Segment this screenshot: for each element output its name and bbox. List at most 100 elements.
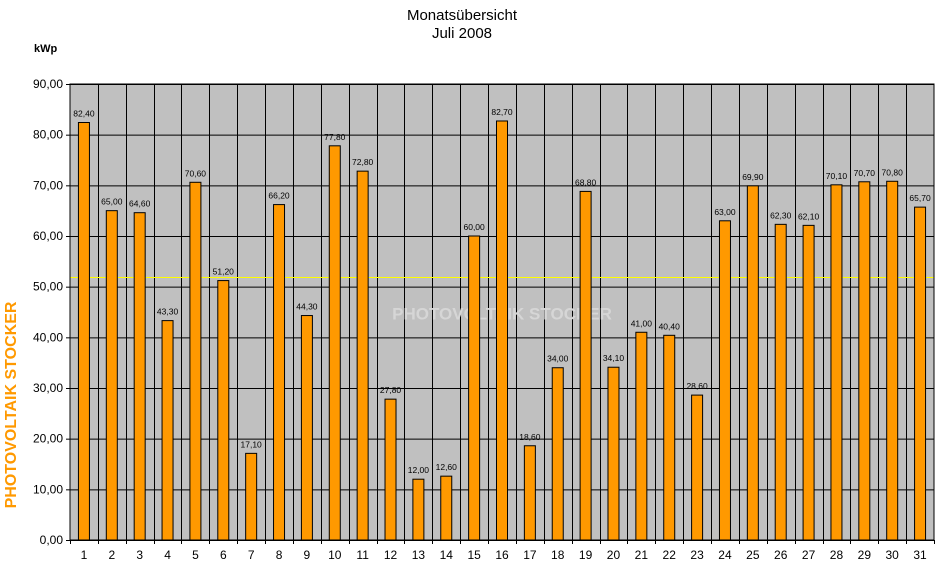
x-tick-label: 25 [746,548,760,562]
bar-day-19 [579,190,592,541]
data-label-day-22: 40,40 [659,321,681,331]
chart-title: Monatsübersicht [407,7,518,24]
x-tick-label: 29 [858,548,872,562]
plot-border [69,83,935,541]
bar-day-8 [273,204,286,541]
bar-day-31 [914,206,927,541]
data-label-day-14: 12,60 [436,462,458,472]
y-tick-label: 30,00 [33,381,63,395]
x-tick-label: 12 [384,548,398,562]
x-tick-label: 30 [886,548,900,562]
x-tick-label: 18 [551,548,565,562]
x-tick-label: 31 [913,548,927,562]
x-tick-label: 14 [440,548,454,562]
x-tick-label: 1 [81,548,88,562]
data-label-day-9: 44,30 [296,302,318,312]
data-label-day-17: 18,60 [519,432,541,442]
data-label-day-16: 82,70 [491,107,513,117]
data-label-day-10: 77,80 [324,132,346,142]
y-tick-label: 60,00 [33,229,63,243]
y-axis-unit: kWp [34,43,58,55]
bar-day-6 [217,280,230,541]
data-label-day-25: 69,90 [742,172,764,182]
data-label-day-11: 72,80 [352,157,374,167]
x-tick-label: 16 [495,548,509,562]
bar-day-2 [105,210,118,541]
bar-day-30 [886,180,899,541]
data-label-day-6: 51,20 [213,267,235,277]
bar-day-23 [691,394,704,541]
bar-day-14 [440,475,453,541]
x-tick-label: 8 [276,548,283,562]
y-axis-ticks: 0,00 10,00 20,00 30,00 40,00 50,00 60,00 70,00 8… [33,77,70,547]
data-label-day-2: 65,00 [101,197,123,207]
x-tick-label: 28 [830,548,844,562]
bar-day-9 [300,315,313,541]
x-tick-label: 21 [635,548,649,562]
bar-day-13 [412,478,425,541]
y-tick-label: 0,00 [40,533,64,547]
bar-day-4 [161,320,174,541]
x-tick-label: 23 [690,548,704,562]
data-label-day-26: 62,30 [770,210,792,220]
bar-day-15 [468,235,481,541]
bar-day-24 [718,220,731,541]
chart-subtitle: Juli 2008 [432,25,492,42]
bar-day-27 [802,224,815,541]
x-tick-label: 6 [220,548,227,562]
x-tick-label: 15 [467,548,481,562]
data-label-day-27: 62,10 [798,211,820,221]
x-tick-label: 11 [356,548,369,562]
y-tick-label: 80,00 [33,128,63,142]
bar-day-16 [496,120,508,541]
data-label-day-12: 27,80 [380,385,402,395]
data-label-day-21: 41,00 [631,318,653,328]
bar-day-11 [356,170,369,541]
bar-day-20 [607,366,620,541]
bar-day-28 [830,184,843,541]
y-tick-label: 70,00 [33,178,63,192]
x-tick-label: 19 [579,548,593,562]
bar-day-26 [774,223,787,541]
bar-day-1 [77,122,90,541]
x-tick-label: 10 [328,548,342,562]
x-tick-label: 7 [248,548,255,562]
x-tick-label: 9 [304,548,311,562]
data-label-day-5: 70,60 [185,168,207,178]
x-tick-label: 26 [774,548,788,562]
x-tick-label: 22 [663,548,677,562]
x-tick-label: 5 [192,548,199,562]
y-tick-label: 90,00 [33,77,63,91]
data-label-day-15: 60,00 [463,222,485,232]
bar-day-12 [384,398,397,541]
data-label-day-28: 70,10 [826,171,848,181]
data-label-day-1: 82,40 [73,109,95,119]
bar-day-29 [858,181,871,541]
y-tick-label: 50,00 [33,280,63,294]
data-label-day-19: 68,80 [575,177,597,187]
bar-day-3 [133,212,146,541]
x-tick-label: 13 [412,548,426,562]
x-tick-label: 2 [108,548,115,562]
x-tick-label: 24 [718,548,732,562]
data-label-day-29: 70,70 [854,168,876,178]
bar-day-22 [663,334,676,541]
y-tick-label: 40,00 [33,330,63,344]
bar-day-7 [245,452,258,541]
bar-day-17 [523,445,536,541]
data-label-day-4: 43,30 [157,307,179,317]
data-label-day-20: 34,10 [603,353,625,363]
x-tick-label: 3 [136,548,143,562]
data-label-day-13: 12,00 [408,465,430,475]
y-tick-label: 10,00 [33,482,63,496]
data-label-day-31: 65,70 [909,193,931,203]
bar-day-5 [189,181,202,541]
data-label-day-24: 63,00 [714,207,736,217]
bar-day-25 [746,185,759,541]
bar-day-21 [635,331,648,541]
x-tick-label: 20 [607,548,621,562]
side-brand-label: PHOTOVOLTAIK STOCKER [3,301,20,508]
x-tick-label: 4 [164,548,171,562]
